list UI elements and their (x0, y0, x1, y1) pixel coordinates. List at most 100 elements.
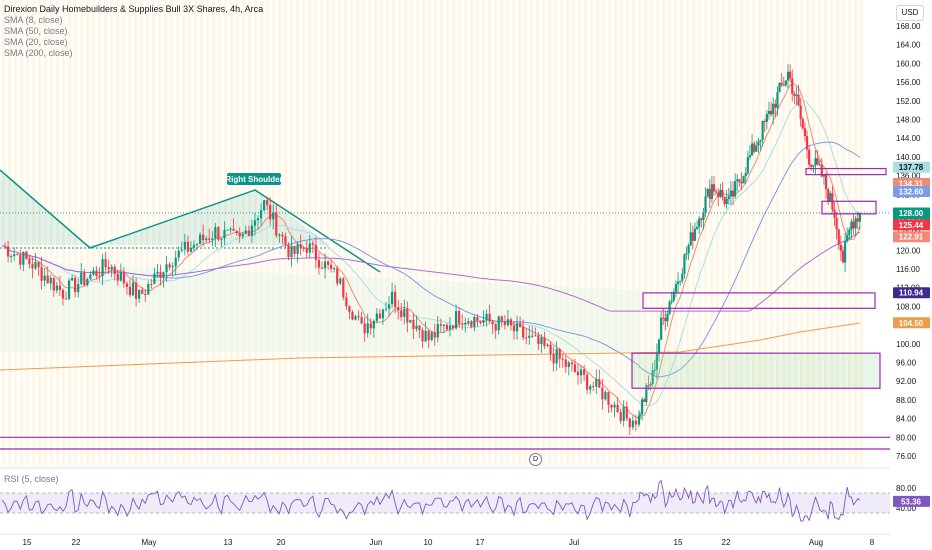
price-label: 122.91 (899, 233, 924, 242)
candle-body (676, 281, 680, 285)
candle-body (610, 404, 613, 408)
x-tick-label: 22 (722, 538, 731, 547)
candle-body (177, 250, 180, 258)
symbol-title[interactable]: Direxion Daily Homebuilders & Supplies B… (4, 4, 264, 14)
candle-body (776, 92, 779, 108)
price-axis[interactable]: 168.00 164.00 160.00 156.00 152.00 148.00 144.… (890, 0, 932, 550)
session-stripe (782, 0, 785, 466)
candle-body (77, 284, 80, 293)
candle-body (165, 264, 168, 273)
session-background (0, 0, 863, 466)
currency-button[interactable]: USD (896, 5, 924, 21)
session-stripe (416, 0, 419, 466)
candle-body (746, 157, 749, 174)
candle-body (803, 128, 807, 137)
candle-body (531, 335, 534, 337)
legend-sma-8[interactable]: SMA (8, close) (4, 15, 63, 25)
session-stripe (146, 0, 149, 466)
candle-body (670, 300, 673, 303)
time-axis[interactable]: 15 22 May 13 20 Jun 10 17 Jul 15 22 Aug 8 (0, 533, 890, 547)
session-stripe (230, 0, 233, 466)
sma-long-line (0, 322, 861, 371)
x-tick-label: Jun (370, 538, 383, 547)
session-stripe (152, 0, 155, 466)
candle-body (98, 275, 101, 277)
candle-body (28, 258, 31, 265)
session-stripe (242, 0, 245, 466)
candle-body (183, 241, 186, 250)
candle-body (491, 321, 494, 325)
candle-body (850, 221, 853, 230)
candle-body (549, 344, 552, 355)
candle-body (125, 283, 129, 287)
current-zone (821, 200, 877, 215)
rsi-tick-label: 40.00 (896, 504, 917, 513)
candle-body (223, 230, 226, 239)
y-tick-label: 160.00 (896, 59, 921, 68)
candle-body (488, 313, 491, 322)
session-stripe (104, 0, 107, 466)
legend-sma-20[interactable]: SMA (20, close) (4, 37, 68, 47)
candle-body (19, 254, 22, 265)
candle-body (290, 245, 293, 257)
candle-body (789, 71, 792, 79)
session-stripe (776, 0, 779, 466)
session-stripe (362, 0, 365, 466)
candle-body (293, 245, 296, 254)
candle-body (637, 415, 641, 425)
session-stripe (788, 0, 791, 466)
candle-body (710, 184, 713, 199)
candle-body (406, 308, 409, 323)
candle-body (791, 78, 794, 94)
legend-sma-50[interactable]: SMA (50, close) (4, 26, 68, 36)
legend-sma-200[interactable]: SMA (200, close) (4, 48, 73, 58)
candle-body (799, 105, 802, 119)
candle-body (67, 280, 71, 299)
session-stripe (374, 0, 377, 466)
session-stripe (260, 0, 263, 466)
candle-body (839, 244, 842, 251)
candle-body (205, 238, 208, 241)
candle-body (555, 349, 558, 364)
x-tick-label: 22 (72, 538, 81, 547)
candle-body (317, 259, 321, 268)
session-stripe (344, 0, 347, 466)
candle-body (649, 383, 652, 386)
rsi-legend[interactable]: RSI (5, close) (4, 474, 59, 484)
candle-body (598, 379, 601, 388)
candle-body (141, 289, 144, 294)
candle-body (433, 332, 436, 338)
candle-body (512, 325, 516, 332)
y-tick-label: 108.00 (896, 302, 921, 311)
candle-body (558, 349, 561, 360)
candle-body (647, 385, 650, 387)
session-stripe (722, 0, 725, 466)
session-stripe (656, 0, 659, 466)
candle-body (666, 313, 669, 322)
session-stripe (512, 0, 515, 466)
candlesticks (3, 63, 861, 436)
session-stripe (824, 0, 827, 466)
session-stripe (578, 0, 581, 466)
candle-body (473, 317, 476, 328)
session-stripe (98, 0, 101, 466)
session-stripe (440, 0, 443, 466)
session-stripe (596, 0, 599, 466)
y-tick-label: 84.00 (896, 415, 917, 424)
candle-body (211, 238, 214, 240)
candle-body (784, 80, 787, 86)
session-stripe (170, 0, 173, 466)
y-tick-label: 168.00 (896, 22, 921, 31)
candle-body (846, 235, 849, 242)
session-stripe (62, 0, 65, 466)
session-stripe (68, 0, 71, 466)
candle-body (698, 218, 701, 227)
session-stripe (140, 0, 143, 466)
candle-body (843, 241, 847, 263)
candle-body (715, 191, 718, 193)
candle-body (55, 285, 58, 291)
dividend-marker[interactable]: D (529, 453, 542, 466)
session-stripe (536, 0, 539, 466)
candle-body (805, 136, 809, 150)
